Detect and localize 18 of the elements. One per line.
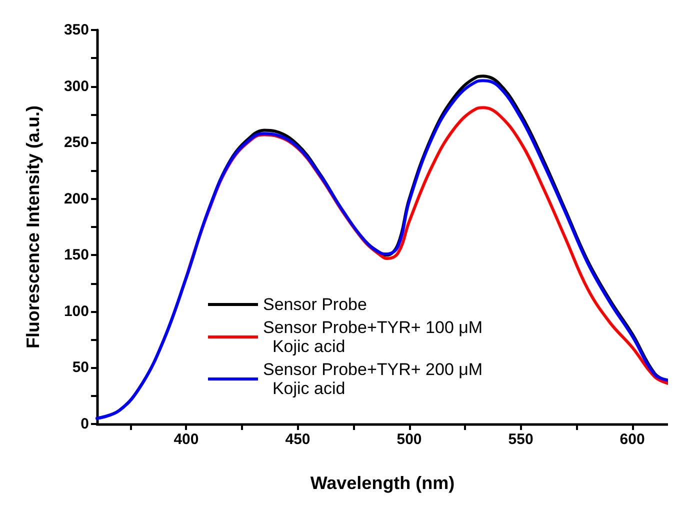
y-tick-label: 300 — [64, 78, 89, 95]
x-tick-label: 500 — [396, 431, 422, 448]
y-tick-label: 50 — [72, 359, 89, 376]
legend-label: Sensor Probe — [263, 295, 367, 314]
y-tick-label: 250 — [64, 134, 89, 152]
x-axis-title: Wavelength (nm) — [310, 473, 455, 493]
y-tick-label: 0 — [80, 416, 89, 432]
y-tick-label: 150 — [64, 246, 89, 264]
legend-label: Sensor Probe+TYR+ 100 μM Kojic acid — [263, 318, 483, 356]
y-tick-label: 100 — [64, 302, 89, 320]
x-tick-label: 550 — [508, 431, 534, 448]
x-tick-label: 600 — [620, 431, 645, 448]
x-tick-label: 400 — [174, 431, 199, 448]
y-tick-label: 200 — [64, 190, 89, 208]
y-tick-label: 350 — [64, 22, 89, 38]
legend-label: Sensor Probe+TYR+ 200 μM Kojic acid — [263, 360, 483, 398]
y-axis-title: Fluorescence Intensity (a.u.) — [23, 105, 43, 349]
x-tick-label: 450 — [285, 431, 310, 448]
